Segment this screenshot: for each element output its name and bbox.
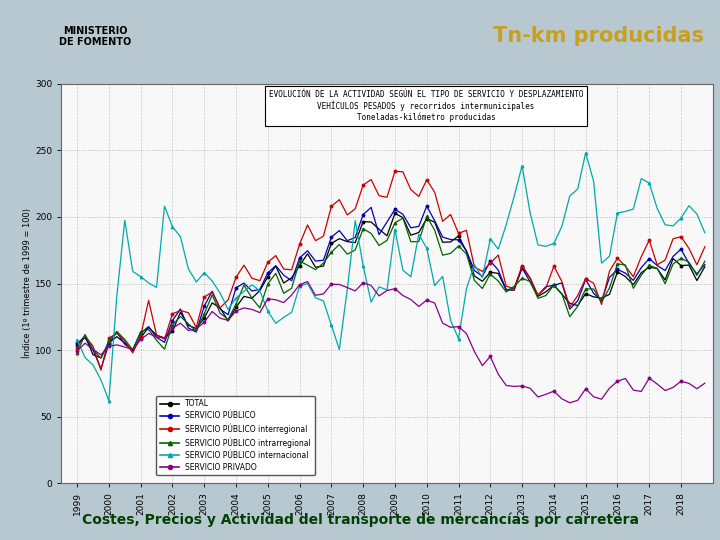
SERVICIO PÚBLICO intrarregional bbox=[470, 277, 479, 284]
SERVICIO PÚBLICO intrarregional bbox=[645, 262, 654, 268]
TOTAL bbox=[518, 264, 526, 271]
SERVICIO PÚBLICO intrarregional bbox=[96, 355, 105, 361]
Line: SERVICIO PRIVADO: SERVICIO PRIVADO bbox=[76, 280, 706, 404]
SERVICIO PRIVADO bbox=[701, 380, 709, 387]
SERVICIO PRIVADO bbox=[645, 375, 654, 381]
SERVICIO PÚBLICO intrarregional bbox=[359, 226, 367, 232]
SERVICIO PRIVADO bbox=[303, 278, 312, 285]
SERVICIO PÚBLICO interregional bbox=[645, 237, 654, 244]
Line: SERVICIO PÚBLICO intrarregional: SERVICIO PÚBLICO intrarregional bbox=[76, 215, 706, 360]
SERVICIO PÚBLICO internacional bbox=[581, 150, 590, 156]
SERVICIO PÚBLICO internacional bbox=[462, 286, 471, 292]
SERVICIO PRIVADO bbox=[462, 330, 471, 337]
Text: EVOLUCIÓN DE LA ACTIVIDAD SEGÚN EL TIPO DE SERVICIO Y DESPLAZAMIENTO
VEHÍCULOS P: EVOLUCIÓN DE LA ACTIVIDAD SEGÚN EL TIPO … bbox=[269, 90, 583, 122]
SERVICIO PÚBLICO bbox=[701, 261, 709, 268]
Line: SERVICIO PÚBLICO: SERVICIO PÚBLICO bbox=[76, 205, 706, 370]
TOTAL bbox=[645, 264, 654, 271]
SERVICIO PÚBLICO interregional bbox=[470, 264, 479, 270]
SERVICIO PÚBLICO intrarregional bbox=[462, 251, 471, 257]
SERVICIO PÚBLICO bbox=[470, 267, 479, 274]
SERVICIO PÚBLICO bbox=[518, 265, 526, 271]
TOTAL bbox=[391, 210, 400, 217]
Line: SERVICIO PÚBLICO internacional: SERVICIO PÚBLICO internacional bbox=[76, 152, 706, 402]
Text: Tn-km producidas: Tn-km producidas bbox=[492, 26, 703, 46]
TOTAL bbox=[470, 273, 479, 279]
SERVICIO PÚBLICO interregional bbox=[391, 168, 400, 174]
TOTAL bbox=[701, 264, 709, 270]
SERVICIO PÚBLICO internacional bbox=[645, 180, 654, 186]
SERVICIO PRIVADO bbox=[359, 279, 367, 286]
SERVICIO PÚBLICO interregional bbox=[518, 262, 526, 269]
SERVICIO PÚBLICO bbox=[494, 267, 503, 273]
Y-axis label: Índice (1º trimestre de 1999 = 100): Índice (1º trimestre de 1999 = 100) bbox=[22, 208, 32, 359]
SERVICIO PÚBLICO bbox=[73, 340, 81, 346]
SERVICIO PÚBLICO bbox=[462, 248, 471, 254]
SERVICIO PÚBLICO internacional bbox=[454, 335, 463, 342]
SERVICIO PÚBLICO internacional bbox=[486, 235, 495, 242]
TOTAL bbox=[462, 248, 471, 255]
SERVICIO PÚBLICO interregional bbox=[494, 252, 503, 258]
SERVICIO PRIVADO bbox=[454, 323, 463, 330]
SERVICIO PÚBLICO intrarregional bbox=[494, 278, 503, 284]
SERVICIO PÚBLICO intrarregional bbox=[701, 258, 709, 265]
TOTAL bbox=[96, 355, 105, 361]
Text: Costes, Precios y Actividad del transporte de mercancías por carretera: Costes, Precios y Actividad del transpor… bbox=[81, 512, 639, 527]
SERVICIO PÚBLICO bbox=[96, 366, 105, 372]
Text: MINISTERIO
DE FOMENTO: MINISTERIO DE FOMENTO bbox=[59, 25, 131, 47]
TOTAL bbox=[73, 341, 81, 348]
Legend: TOTAL, SERVICIO PÚBLICO, SERVICIO PÚBLICO interregional, SERVICIO PÚBLICO intrar: TOTAL, SERVICIO PÚBLICO, SERVICIO PÚBLIC… bbox=[156, 396, 315, 476]
SERVICIO PRIVADO bbox=[486, 353, 495, 360]
SERVICIO PÚBLICO intrarregional bbox=[518, 275, 526, 281]
SERVICIO PÚBLICO interregional bbox=[462, 227, 471, 234]
SERVICIO PÚBLICO interregional bbox=[73, 345, 81, 351]
Line: SERVICIO PÚBLICO interregional: SERVICIO PÚBLICO interregional bbox=[76, 170, 706, 372]
SERVICIO PÚBLICO bbox=[645, 255, 654, 262]
SERVICIO PRIVADO bbox=[73, 348, 81, 354]
SERVICIO PÚBLICO interregional bbox=[359, 182, 367, 188]
SERVICIO PÚBLICO intrarregional bbox=[73, 350, 81, 356]
SERVICIO PÚBLICO bbox=[423, 203, 431, 210]
SERVICIO PÚBLICO intrarregional bbox=[423, 213, 431, 220]
SERVICIO PÚBLICO internacional bbox=[510, 193, 518, 200]
SERVICIO PÚBLICO internacional bbox=[104, 397, 113, 404]
SERVICIO PÚBLICO interregional bbox=[701, 244, 709, 250]
SERVICIO PÚBLICO internacional bbox=[701, 230, 709, 236]
TOTAL bbox=[494, 270, 503, 276]
SERVICIO PÚBLICO bbox=[359, 211, 367, 218]
SERVICIO PRIVADO bbox=[565, 400, 574, 406]
SERVICIO PRIVADO bbox=[510, 383, 518, 390]
TOTAL bbox=[359, 218, 367, 225]
Line: TOTAL: TOTAL bbox=[76, 212, 706, 359]
SERVICIO PÚBLICO interregional bbox=[96, 367, 105, 373]
SERVICIO PÚBLICO internacional bbox=[359, 262, 367, 269]
SERVICIO PÚBLICO internacional bbox=[73, 336, 81, 343]
